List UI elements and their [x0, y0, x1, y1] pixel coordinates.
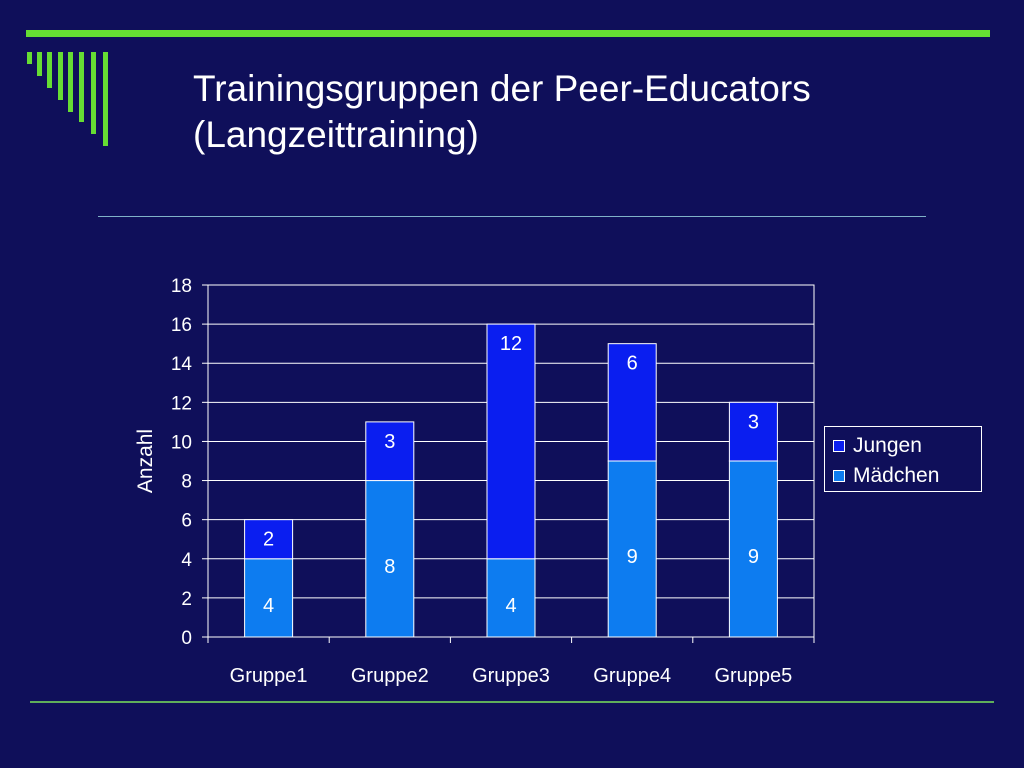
bar-maedchen [728, 460, 778, 638]
data-label: 3 [748, 411, 759, 433]
legend-label-maedchen: Mädchen [853, 464, 940, 487]
bar-maedchen [486, 558, 536, 638]
chart-legend: Jungen Mädchen [824, 426, 982, 492]
bar-jungen [365, 421, 415, 482]
data-label: 4 [263, 595, 274, 617]
bar-jungen [244, 519, 294, 560]
y-axis-label: Anzahl [134, 429, 157, 493]
bar-jungen [486, 323, 536, 560]
bar-jungen [728, 401, 778, 462]
top-accent-bar [26, 30, 990, 37]
bar-maedchen [244, 558, 294, 638]
data-label: 6 [627, 353, 638, 375]
x-tick-label: Gruppe4 [593, 665, 671, 687]
deco-stripe [27, 52, 32, 64]
x-tick-label: Gruppe2 [351, 665, 429, 687]
bar-maedchen [365, 480, 415, 638]
x-tick-label: Gruppe1 [230, 665, 308, 687]
data-label: 9 [748, 546, 759, 568]
x-tick-label: Gruppe3 [472, 665, 550, 687]
deco-stripe [58, 52, 63, 100]
y-tick-label: 4 [181, 550, 192, 571]
data-label: 12 [500, 333, 522, 355]
y-tick-label: 10 [171, 432, 192, 453]
y-tick-label: 18 [171, 276, 192, 297]
title-line-2: (Langzeittraining) [193, 114, 479, 155]
y-tick-label: 6 [181, 511, 192, 532]
bar-jungen [607, 343, 657, 462]
y-tick-label: 16 [171, 315, 192, 336]
legend-item-jungen: Jungen [833, 433, 922, 459]
deco-stripe [79, 52, 84, 122]
legend-swatch-jungen [833, 440, 845, 452]
deco-stripe [91, 52, 96, 134]
bar-maedchen [607, 460, 657, 638]
legend-label-jungen: Jungen [853, 434, 922, 457]
data-label: 2 [263, 529, 274, 551]
data-label: 9 [627, 546, 638, 568]
legend-swatch-maedchen [833, 470, 845, 482]
y-tick-label: 12 [171, 393, 192, 414]
y-tick-label: 2 [181, 589, 192, 610]
title-line-1: Trainingsgruppen der Peer-Educators [193, 68, 811, 109]
deco-stripe [47, 52, 52, 88]
data-label: 4 [505, 595, 516, 617]
y-tick-label: 8 [181, 472, 192, 493]
data-label: 8 [384, 556, 395, 578]
legend-item-maedchen: Mädchen [833, 463, 939, 489]
deco-stripe [68, 52, 73, 112]
slide-title: Trainingsgruppen der Peer-Educators (Lan… [193, 66, 811, 158]
y-tick-label: 0 [181, 628, 192, 649]
title-separator [98, 216, 926, 217]
deco-stripe [103, 52, 108, 146]
deco-stripe [37, 52, 42, 76]
x-tick-label: Gruppe5 [714, 665, 792, 687]
footer-separator [30, 701, 994, 703]
data-label: 3 [384, 431, 395, 453]
y-tick-label: 14 [171, 354, 193, 375]
